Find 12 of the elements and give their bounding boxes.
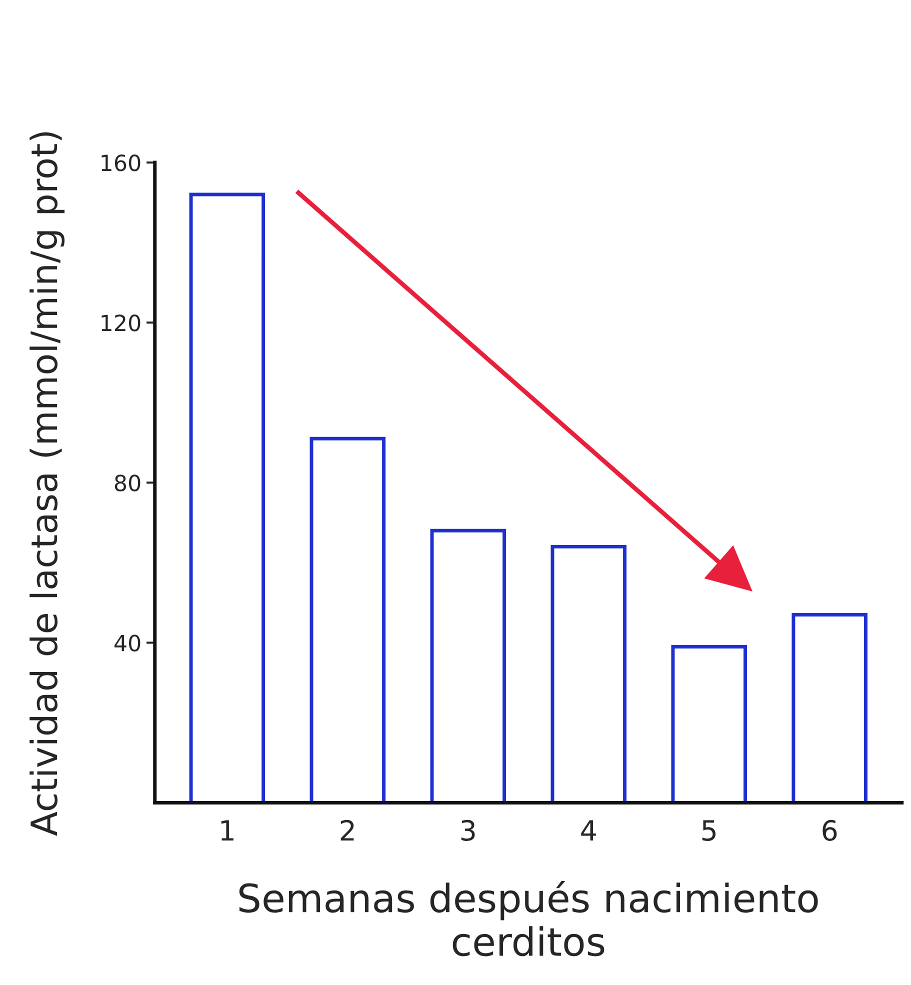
- y-tick-label: 80: [114, 474, 140, 492]
- y-tick-label: 40: [114, 634, 140, 652]
- x-tick-label: 6: [822, 820, 837, 841]
- y-tick-label: 120: [102, 314, 140, 332]
- x-tick-label: 1: [221, 820, 234, 841]
- y-axis-title: Actividad de lactasa (mmol/min/g prot): [30, 132, 65, 836]
- x-tick-label: 4: [581, 820, 596, 841]
- x-tick-label: 5: [702, 820, 716, 841]
- x-tick-label: 3: [461, 820, 475, 841]
- x-tick-label: 2: [340, 820, 354, 841]
- y-tick-label: 160: [102, 154, 140, 172]
- x-axis-title: Semanas después nacimiento cerditos: [239, 881, 818, 956]
